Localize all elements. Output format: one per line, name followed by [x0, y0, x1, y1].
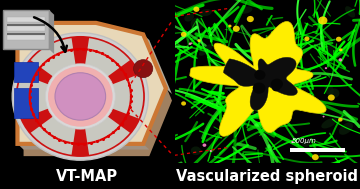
Text: Vascularized spheroid: Vascularized spheroid — [176, 169, 358, 184]
Wedge shape — [80, 38, 130, 96]
Circle shape — [272, 84, 280, 91]
Bar — [289, 148, 345, 152]
Circle shape — [291, 141, 294, 143]
Ellipse shape — [239, 6, 252, 14]
Bar — [7, 26, 45, 31]
Bar — [7, 35, 45, 40]
Circle shape — [255, 102, 256, 103]
Polygon shape — [224, 57, 297, 110]
Polygon shape — [14, 62, 39, 82]
Wedge shape — [80, 74, 143, 119]
Circle shape — [254, 70, 265, 80]
Circle shape — [45, 64, 115, 129]
Circle shape — [304, 36, 310, 41]
Circle shape — [245, 88, 249, 92]
Circle shape — [312, 154, 319, 160]
Circle shape — [336, 37, 342, 42]
Polygon shape — [4, 10, 49, 49]
Ellipse shape — [324, 84, 334, 95]
Circle shape — [338, 58, 342, 62]
Circle shape — [55, 73, 105, 120]
Ellipse shape — [191, 18, 204, 30]
Polygon shape — [17, 23, 166, 144]
Wedge shape — [31, 96, 80, 155]
Polygon shape — [190, 22, 326, 136]
Circle shape — [271, 79, 283, 89]
Circle shape — [233, 26, 240, 32]
Circle shape — [12, 33, 148, 160]
Circle shape — [275, 90, 276, 91]
Bar — [7, 24, 45, 26]
Polygon shape — [49, 10, 54, 54]
Wedge shape — [18, 74, 80, 119]
Circle shape — [325, 67, 327, 69]
Circle shape — [189, 43, 192, 45]
Circle shape — [339, 48, 342, 51]
Bar — [7, 17, 45, 22]
Ellipse shape — [302, 140, 310, 147]
Circle shape — [181, 101, 186, 106]
Bar — [7, 33, 45, 35]
Circle shape — [181, 32, 186, 37]
Wedge shape — [80, 96, 130, 155]
Ellipse shape — [345, 6, 355, 18]
Circle shape — [338, 118, 343, 122]
Circle shape — [203, 143, 206, 147]
Ellipse shape — [339, 122, 353, 135]
Wedge shape — [31, 38, 80, 96]
Circle shape — [228, 25, 231, 27]
Circle shape — [197, 39, 201, 42]
Ellipse shape — [339, 112, 352, 122]
Ellipse shape — [321, 118, 337, 129]
Circle shape — [193, 7, 199, 12]
Ellipse shape — [191, 146, 201, 155]
Circle shape — [134, 60, 153, 78]
Circle shape — [16, 36, 145, 157]
Circle shape — [247, 16, 254, 22]
Polygon shape — [23, 35, 172, 156]
Polygon shape — [143, 34, 172, 94]
Polygon shape — [14, 88, 39, 118]
Circle shape — [318, 16, 328, 25]
Circle shape — [236, 74, 238, 76]
Text: 500μm: 500μm — [291, 138, 316, 144]
Circle shape — [228, 49, 230, 51]
Circle shape — [323, 116, 325, 117]
Circle shape — [253, 82, 265, 94]
Ellipse shape — [184, 14, 194, 22]
Circle shape — [328, 94, 335, 101]
Circle shape — [191, 42, 193, 44]
Ellipse shape — [322, 45, 337, 55]
Polygon shape — [17, 144, 149, 149]
Circle shape — [48, 66, 113, 127]
Ellipse shape — [199, 44, 213, 56]
Text: VT-MAP: VT-MAP — [56, 169, 118, 184]
Ellipse shape — [199, 9, 212, 16]
Circle shape — [210, 150, 212, 152]
Circle shape — [273, 95, 277, 99]
Ellipse shape — [329, 88, 339, 98]
